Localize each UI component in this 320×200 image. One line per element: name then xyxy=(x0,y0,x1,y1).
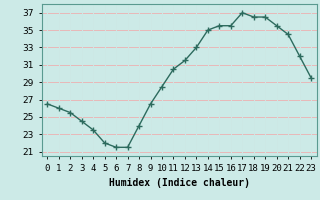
X-axis label: Humidex (Indice chaleur): Humidex (Indice chaleur) xyxy=(109,178,250,188)
